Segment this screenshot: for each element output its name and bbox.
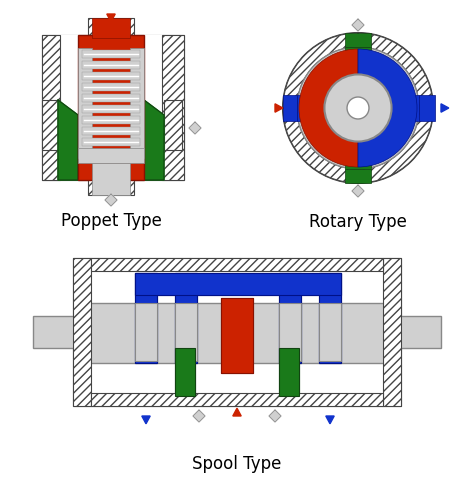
Bar xyxy=(175,348,195,396)
Bar xyxy=(82,50,140,58)
Bar xyxy=(135,273,341,295)
Bar xyxy=(175,303,197,361)
Bar xyxy=(175,273,197,363)
Bar xyxy=(221,298,253,373)
Polygon shape xyxy=(441,104,449,112)
Bar xyxy=(82,61,140,69)
Bar xyxy=(175,273,197,363)
Polygon shape xyxy=(105,194,117,206)
Text: Poppet Type: Poppet Type xyxy=(61,212,162,230)
Bar xyxy=(88,175,134,195)
Polygon shape xyxy=(189,122,201,134)
Bar xyxy=(78,35,144,180)
Wedge shape xyxy=(301,51,358,165)
Bar xyxy=(33,316,75,348)
Text: Spool Type: Spool Type xyxy=(192,455,282,473)
Bar xyxy=(279,348,299,396)
Polygon shape xyxy=(142,416,150,424)
Bar xyxy=(175,348,195,396)
Bar xyxy=(135,303,157,363)
Polygon shape xyxy=(326,416,334,424)
Bar xyxy=(82,138,140,146)
Bar xyxy=(221,298,253,373)
Bar xyxy=(88,303,386,363)
Wedge shape xyxy=(358,49,417,167)
Bar xyxy=(345,47,371,169)
Bar xyxy=(42,35,60,180)
Bar xyxy=(419,95,435,121)
Bar xyxy=(383,258,401,406)
Bar xyxy=(42,100,60,150)
Polygon shape xyxy=(144,100,164,180)
Polygon shape xyxy=(275,104,283,112)
Bar xyxy=(88,268,386,396)
Bar xyxy=(82,94,140,102)
Bar xyxy=(279,348,299,396)
Bar xyxy=(319,303,341,361)
Bar xyxy=(82,105,140,113)
Polygon shape xyxy=(352,185,364,197)
Bar xyxy=(279,273,301,363)
Polygon shape xyxy=(352,19,364,31)
Bar xyxy=(42,35,184,180)
Bar xyxy=(162,100,184,150)
Bar xyxy=(283,95,297,121)
Bar xyxy=(399,316,441,348)
Bar xyxy=(319,273,341,363)
Bar xyxy=(345,33,371,47)
Circle shape xyxy=(324,75,392,142)
Bar xyxy=(319,303,341,363)
Bar xyxy=(345,169,371,183)
Circle shape xyxy=(297,47,419,169)
Bar xyxy=(73,258,91,406)
Bar xyxy=(175,303,197,363)
Wedge shape xyxy=(299,49,358,167)
Wedge shape xyxy=(283,33,433,183)
Text: Rotary Type: Rotary Type xyxy=(309,213,407,231)
Bar xyxy=(135,303,157,361)
Polygon shape xyxy=(233,408,241,416)
Bar xyxy=(58,35,168,180)
Bar xyxy=(279,303,301,363)
Bar xyxy=(297,95,419,121)
Bar xyxy=(82,72,140,80)
Bar xyxy=(78,48,92,158)
Bar xyxy=(279,273,301,363)
Polygon shape xyxy=(193,410,205,422)
Bar xyxy=(279,303,301,361)
Bar xyxy=(42,100,62,150)
Bar xyxy=(92,163,130,195)
Bar xyxy=(319,273,341,363)
Bar xyxy=(92,18,130,38)
Bar xyxy=(82,83,140,91)
Bar xyxy=(82,127,140,135)
Bar xyxy=(78,148,144,163)
Bar xyxy=(162,35,184,180)
Polygon shape xyxy=(269,410,281,422)
Polygon shape xyxy=(58,100,78,180)
Circle shape xyxy=(283,33,433,183)
Circle shape xyxy=(347,97,369,119)
Bar xyxy=(130,48,144,158)
Bar xyxy=(82,116,140,124)
Bar xyxy=(73,258,401,406)
Bar xyxy=(135,273,157,363)
Bar xyxy=(91,393,383,406)
Bar xyxy=(88,18,134,38)
Bar xyxy=(135,273,157,363)
Bar xyxy=(91,258,383,271)
Bar xyxy=(164,100,182,150)
Polygon shape xyxy=(107,14,115,22)
Bar xyxy=(135,273,341,295)
Wedge shape xyxy=(358,51,415,165)
